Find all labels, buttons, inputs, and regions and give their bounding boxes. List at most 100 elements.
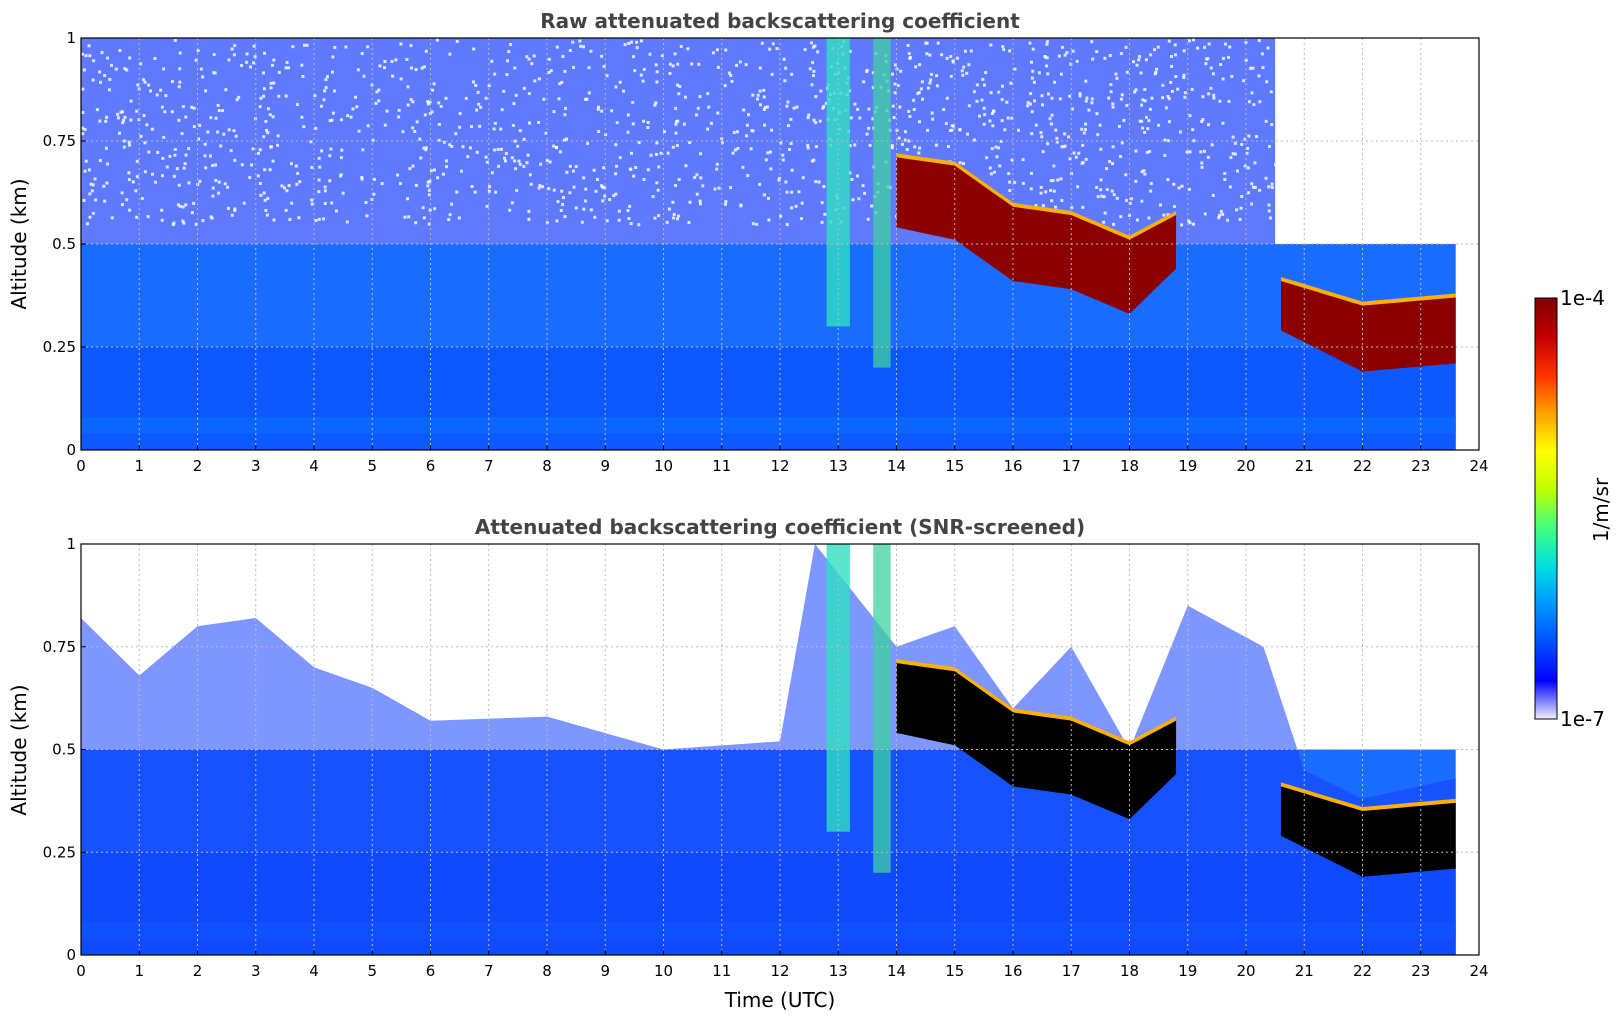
- noise-speckle: [487, 84, 491, 88]
- noise-speckle: [853, 102, 857, 106]
- noise-speckle: [1056, 178, 1060, 182]
- noise-speckle: [1212, 93, 1216, 97]
- noise-speckle: [626, 209, 630, 213]
- noise-speckle: [127, 140, 131, 144]
- noise-speckle: [291, 45, 295, 49]
- x-tick-label: 2: [193, 457, 203, 475]
- noise-speckle: [204, 89, 208, 93]
- noise-speckle: [328, 119, 332, 123]
- noise-speckle: [1068, 94, 1072, 98]
- noise-speckle: [468, 146, 472, 150]
- noise-speckle: [547, 187, 551, 191]
- noise-speckle: [1115, 76, 1119, 80]
- noise-speckle: [865, 69, 869, 73]
- noise-speckle: [323, 201, 327, 205]
- noise-speckle: [110, 216, 114, 220]
- noise-speckle: [184, 115, 188, 119]
- noise-speckle: [1172, 182, 1176, 186]
- noise-speckle: [545, 221, 549, 225]
- noise-speckle: [538, 184, 542, 188]
- noise-speckle: [356, 68, 360, 72]
- noise-speckle: [762, 88, 766, 92]
- noise-speckle: [334, 209, 338, 213]
- noise-speckle: [786, 100, 790, 104]
- noise-speckle: [1255, 135, 1259, 139]
- noise-speckle: [632, 55, 636, 59]
- noise-speckle: [631, 122, 635, 126]
- noise-speckle: [245, 60, 249, 64]
- noise-speckle: [252, 44, 256, 48]
- noise-speckle: [1200, 165, 1204, 169]
- noise-speckle: [615, 164, 619, 168]
- noise-speckle: [413, 129, 417, 133]
- noise-speckle: [698, 202, 702, 206]
- noise-speckle: [866, 217, 870, 221]
- noise-speckle: [507, 50, 511, 54]
- noise-speckle: [797, 190, 801, 194]
- noise-speckle: [530, 62, 534, 66]
- noise-speckle: [914, 65, 918, 69]
- noise-speckle: [411, 100, 415, 104]
- noise-speckle: [432, 82, 436, 86]
- noise-speckle: [500, 108, 504, 112]
- noise-speckle: [1191, 222, 1195, 226]
- x-tick-label: 3: [251, 457, 261, 475]
- noise-speckle: [505, 73, 509, 77]
- noise-speckle: [127, 178, 131, 182]
- noise-speckle: [1081, 205, 1085, 209]
- noise-speckle: [1072, 151, 1076, 155]
- noise-speckle: [769, 167, 773, 171]
- noise-speckle: [172, 221, 176, 225]
- noise-speckle: [913, 145, 917, 149]
- noise-speckle: [209, 215, 213, 219]
- noise-speckle: [1250, 202, 1254, 206]
- noise-speckle: [614, 143, 618, 147]
- noise-speckle: [808, 67, 812, 71]
- noise-speckle: [1148, 107, 1152, 111]
- noise-speckle: [1245, 151, 1249, 155]
- noise-speckle: [116, 116, 120, 120]
- noise-speckle: [397, 108, 401, 112]
- noise-speckle: [1059, 177, 1063, 181]
- noise-speckle: [1099, 147, 1103, 151]
- noise-speckle: [639, 73, 643, 77]
- noise-speckle: [484, 96, 488, 100]
- noise-speckle: [1032, 80, 1036, 84]
- noise-speckle: [1207, 92, 1211, 96]
- noise-speckle: [276, 134, 280, 138]
- noise-speckle: [1096, 133, 1100, 137]
- noise-speckle: [642, 178, 646, 182]
- noise-speckle: [1143, 172, 1147, 176]
- noise-speckle: [903, 138, 907, 142]
- noise-speckle: [1060, 199, 1064, 203]
- noise-speckle: [173, 153, 177, 157]
- noise-speckle: [545, 159, 549, 163]
- noise-speckle: [867, 107, 871, 111]
- noise-speckle: [1221, 56, 1225, 60]
- x-tick-label: 20: [1236, 457, 1255, 475]
- noise-speckle: [513, 66, 517, 70]
- noise-speckle: [571, 169, 575, 173]
- noise-speckle: [1021, 181, 1025, 185]
- noise-speckle: [896, 84, 900, 88]
- noise-speckle: [675, 217, 679, 221]
- noise-speckle: [1109, 90, 1113, 94]
- noise-speckle: [91, 211, 95, 215]
- noise-speckle: [448, 213, 452, 217]
- noise-speckle: [940, 53, 944, 57]
- noise-speckle: [1177, 186, 1181, 190]
- x-tick-label: 1: [134, 457, 144, 475]
- noise-speckle: [458, 112, 462, 116]
- noise-speckle: [698, 199, 702, 203]
- noise-speckle: [814, 95, 818, 99]
- noise-speckle: [807, 113, 811, 117]
- noise-speckle: [333, 46, 337, 50]
- noise-speckle: [920, 80, 924, 84]
- noise-speckle: [817, 180, 821, 184]
- x-tick-label: 14: [887, 457, 906, 475]
- noise-speckle: [262, 71, 266, 75]
- noise-speckle: [1261, 66, 1265, 70]
- noise-speckle: [84, 54, 88, 58]
- noise-speckle: [782, 57, 786, 61]
- noise-speckle: [810, 159, 814, 163]
